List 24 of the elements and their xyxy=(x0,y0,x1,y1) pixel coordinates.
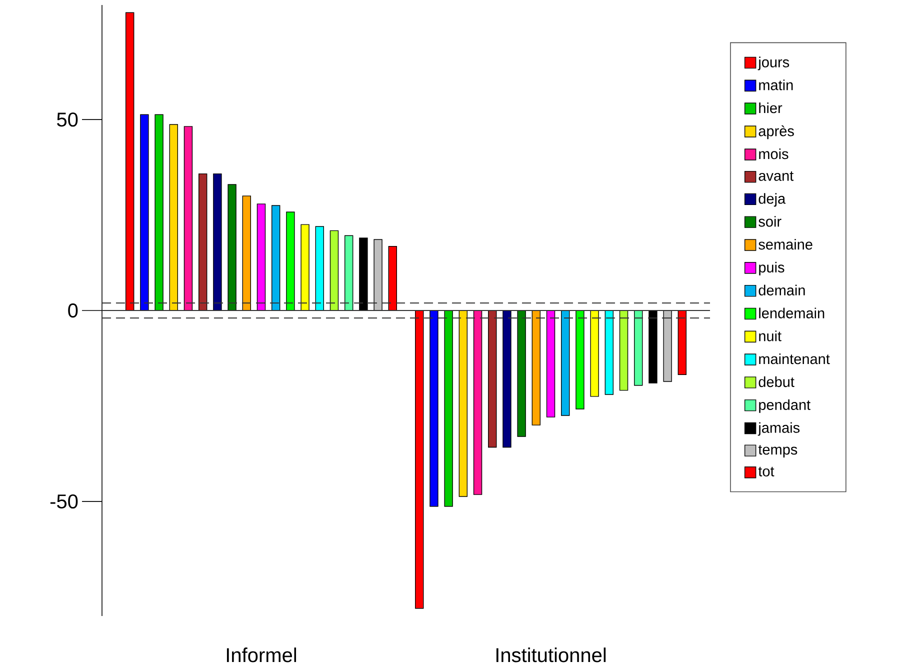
legend-label: temps xyxy=(758,445,798,458)
legend-label: puis xyxy=(759,262,784,276)
legend-label: demain xyxy=(758,284,805,296)
legend-label: avant xyxy=(758,171,794,181)
legend-label: debut xyxy=(758,376,794,388)
legend-label: soir xyxy=(758,216,782,227)
legend-label: lendemain xyxy=(759,308,824,318)
legend-label: nuit xyxy=(759,330,782,342)
legend-label: matin xyxy=(759,80,793,90)
legend-label: mois xyxy=(759,148,788,160)
legend-label: après xyxy=(758,125,794,140)
legend-label: jamais xyxy=(758,422,800,436)
legend-label: pendant xyxy=(759,399,810,413)
legend-label: jours xyxy=(758,56,790,70)
legend-label: hier xyxy=(759,102,782,114)
x-tick-label: Institutionnel xyxy=(496,648,606,662)
y-tick-label: -50 xyxy=(50,494,78,509)
legend-label: tot xyxy=(758,466,774,476)
legend-label: semaine xyxy=(758,238,812,250)
y-tick-label: 50 xyxy=(57,112,78,127)
legend-label: maintenant xyxy=(759,354,830,364)
y-tick-label: 0 xyxy=(68,303,78,318)
legend-label: deja xyxy=(758,193,786,207)
x-tick-label: Informel xyxy=(226,648,296,662)
